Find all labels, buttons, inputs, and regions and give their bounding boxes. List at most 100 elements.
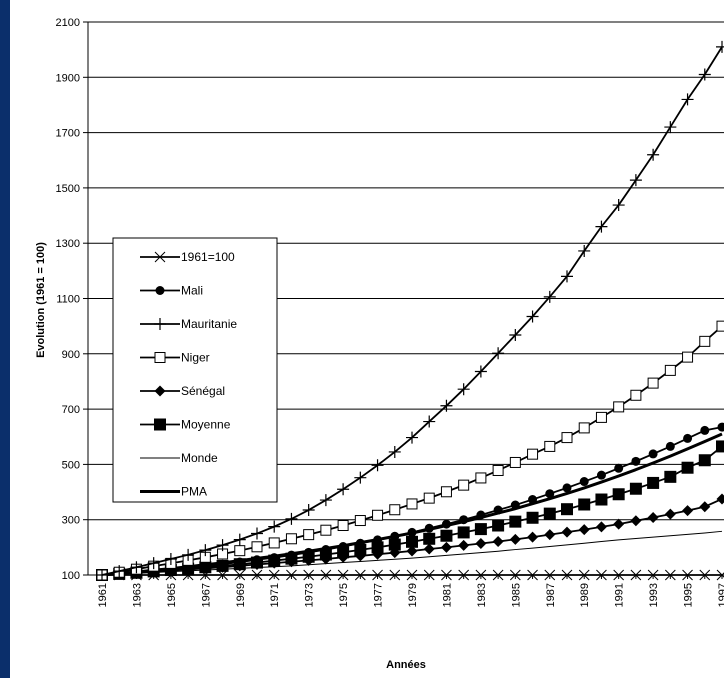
data-point bbox=[285, 512, 298, 525]
x-tick-label: 1987 bbox=[545, 583, 557, 607]
legend-marker bbox=[154, 318, 166, 330]
legend-item: Mauritanie bbox=[140, 317, 237, 331]
data-point bbox=[458, 479, 470, 491]
data-point bbox=[561, 569, 573, 581]
data-point bbox=[509, 456, 521, 468]
data-point bbox=[200, 561, 210, 571]
data-point bbox=[699, 569, 711, 581]
data-point bbox=[647, 148, 660, 161]
data-point bbox=[528, 495, 538, 505]
data-point bbox=[717, 422, 724, 432]
data-point bbox=[665, 441, 675, 451]
data-point bbox=[682, 351, 694, 363]
data-point bbox=[509, 533, 521, 545]
data-point bbox=[613, 569, 625, 581]
data-point bbox=[664, 470, 677, 483]
data-point bbox=[664, 569, 676, 581]
y-tick-label: 500 bbox=[62, 459, 80, 471]
data-point bbox=[218, 559, 228, 569]
data-point bbox=[492, 464, 504, 476]
data-point bbox=[698, 454, 711, 467]
data-point bbox=[304, 547, 314, 557]
legend-label: Sénégal bbox=[181, 384, 225, 398]
legend: 1961=100 Mali Mauritanie Niger Sénégal Moyenn… bbox=[112, 237, 278, 503]
data-point bbox=[526, 310, 539, 323]
data-point bbox=[561, 270, 573, 283]
data-point bbox=[354, 569, 366, 581]
y-tick-label: 1700 bbox=[56, 128, 80, 140]
data-point bbox=[389, 569, 401, 581]
data-point bbox=[268, 520, 281, 533]
data-point bbox=[423, 492, 435, 504]
data-point bbox=[286, 550, 296, 560]
data-point bbox=[492, 536, 504, 548]
data-point bbox=[216, 539, 229, 552]
y-tick-label: 1100 bbox=[56, 294, 80, 306]
y-tick-label: 1900 bbox=[56, 72, 80, 84]
data-point bbox=[527, 531, 539, 543]
data-point bbox=[595, 521, 607, 533]
series-mali bbox=[97, 422, 724, 580]
series-mauritanie bbox=[96, 40, 724, 581]
data-point bbox=[716, 40, 724, 53]
data-point bbox=[268, 569, 280, 581]
x-axis-label: Années bbox=[386, 659, 426, 671]
data-point bbox=[459, 515, 469, 525]
data-point bbox=[527, 448, 539, 460]
data-point bbox=[614, 463, 624, 473]
data-point bbox=[423, 532, 436, 545]
data-point bbox=[320, 569, 332, 581]
data-point bbox=[251, 527, 263, 540]
data-point bbox=[579, 477, 589, 487]
x-tick-label: 1993 bbox=[648, 583, 660, 607]
data-point bbox=[96, 569, 108, 581]
data-point bbox=[321, 545, 331, 555]
data-point bbox=[251, 541, 263, 553]
data-point bbox=[458, 569, 470, 581]
data-point bbox=[337, 569, 349, 581]
y-tick-label: 700 bbox=[62, 404, 80, 416]
data-point bbox=[664, 364, 676, 376]
data-point bbox=[682, 569, 693, 581]
data-point bbox=[251, 569, 263, 581]
data-point bbox=[286, 569, 297, 581]
data-point bbox=[406, 545, 418, 557]
data-point bbox=[269, 553, 279, 563]
y-tick-label: 900 bbox=[62, 349, 80, 361]
legend-item: Moyenne bbox=[140, 418, 231, 432]
data-point bbox=[371, 541, 384, 554]
data-point bbox=[578, 498, 591, 511]
data-point bbox=[441, 519, 451, 529]
data-point bbox=[698, 68, 711, 81]
data-point bbox=[354, 471, 367, 484]
data-point bbox=[613, 518, 625, 530]
y-tick-label: 300 bbox=[62, 515, 80, 527]
data-point bbox=[407, 527, 417, 537]
data-point bbox=[578, 569, 590, 581]
legend-marker bbox=[154, 251, 166, 263]
data-point bbox=[199, 544, 212, 557]
legend-marker bbox=[154, 418, 166, 431]
data-point bbox=[700, 425, 710, 435]
x-tick-label: 1989 bbox=[579, 583, 591, 607]
x-tick-label: 1965 bbox=[166, 583, 178, 607]
data-point bbox=[423, 543, 435, 555]
data-point bbox=[716, 440, 724, 453]
y-tick-label: 1500 bbox=[56, 183, 80, 195]
data-point bbox=[388, 538, 401, 551]
data-point bbox=[493, 505, 503, 515]
x-tick-label: 1967 bbox=[200, 583, 212, 607]
data-point bbox=[441, 569, 452, 581]
y-axis-label: Evolution (1961 = 100) bbox=[35, 242, 47, 358]
legend-label: 1961=100 bbox=[181, 250, 235, 264]
data-point bbox=[252, 555, 262, 565]
x-tick-label: 1995 bbox=[683, 583, 695, 607]
data-point bbox=[509, 328, 522, 341]
data-point bbox=[630, 569, 642, 581]
data-point bbox=[372, 509, 384, 521]
data-point bbox=[440, 486, 452, 498]
data-point bbox=[475, 537, 487, 549]
data-point bbox=[492, 519, 505, 532]
data-point bbox=[510, 500, 520, 510]
